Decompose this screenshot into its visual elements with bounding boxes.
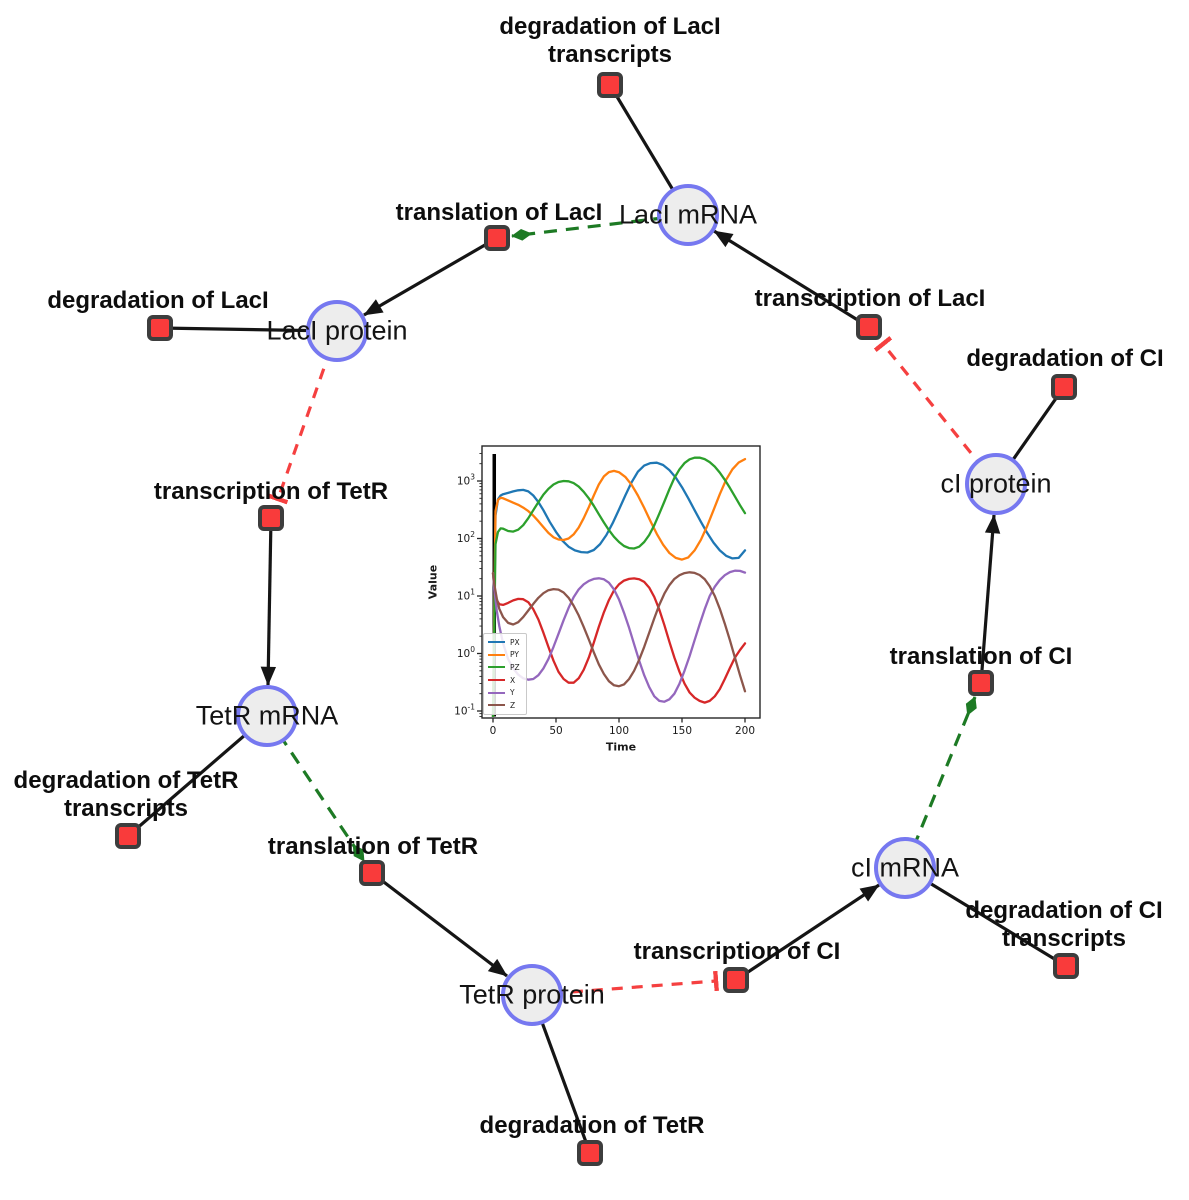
reaction-node-degradation-of-laci (147, 315, 173, 341)
x-axis-label: Time (605, 740, 637, 754)
species-node-ci-protein (965, 453, 1027, 515)
x-tick-label: 100 (609, 725, 629, 737)
legend-label-Z: Z (510, 700, 516, 710)
reaction-node-degradation-of-ci (1051, 374, 1077, 400)
reaction-label-transcription-of-laci: transcription of LacI (754, 285, 986, 312)
edge-transcription-of-ci--ci-mrna (735, 883, 880, 982)
legend-swatch-X (488, 679, 505, 682)
edge-ci-mrna--deg-ci-transcripts (904, 866, 1067, 968)
reaction-label-transcription-of-tetr: transcription of TetR (153, 478, 389, 505)
edge-transcription-of-tetr--tetr-mrna (260, 517, 277, 686)
edge-translation-of-laci--laci-protein (363, 236, 498, 317)
species-node-laci-mrna (657, 184, 719, 246)
series-PZ (491, 456, 747, 717)
species-label-laci-mrna: LacI mRNA (618, 199, 758, 230)
reaction-label-translation-of-ci: translation of CI (889, 643, 1073, 670)
reaction-label-degradation-of-ci-transcripts-line2: transcripts (1001, 925, 1127, 952)
legend-label-Y: Y (510, 688, 515, 698)
legend-entry-PY: PY (488, 649, 520, 662)
reaction-node-degradation-of-tetr-transcripts (115, 823, 141, 849)
x-tick-label: 150 (672, 725, 692, 737)
reaction-node-degradation-of-ci-transcripts (1053, 953, 1079, 979)
legend-label-PZ: PZ (510, 662, 520, 672)
y-tick-label: 103 (457, 473, 475, 488)
legend-entry-PX: PX (488, 636, 520, 649)
reaction-node-translation-of-tetr (359, 860, 385, 886)
y-tick-label: 10-1 (454, 703, 475, 718)
y-tick-label: 101 (457, 588, 475, 603)
reaction-label-degradation-of-laci-transcripts-line1: degradation of LacI (499, 13, 721, 40)
reaction-node-transcription-of-laci (856, 314, 882, 340)
legend-entry-Z: Z (488, 699, 520, 712)
plot-legend: PX PY PZ X Y Z (483, 633, 527, 715)
x-tick-label: 50 (549, 725, 562, 737)
x-tick-label: 0 (490, 725, 497, 737)
series-X (491, 571, 747, 704)
series-PX (491, 461, 747, 717)
legend-swatch-Z (488, 704, 505, 707)
reaction-label-degradation-of-laci: degradation of LacI (47, 287, 269, 314)
legend-label-X: X (510, 675, 516, 685)
reaction-node-transcription-of-ci (723, 967, 749, 993)
reaction-node-degradation-of-tetr (577, 1140, 603, 1166)
species-node-tetr-protein (501, 964, 563, 1026)
reaction-node-translation-of-laci (484, 225, 510, 251)
series-PY (491, 457, 747, 717)
legend-label-PX: PX (510, 637, 520, 647)
reaction-label-degradation-of-ci-transcripts-line1: degradation of CI (965, 897, 1163, 924)
legend-swatch-PZ (488, 666, 505, 669)
edge-translation-of-ci--ci-protein (979, 514, 1001, 684)
legend-swatch-PY (488, 653, 505, 656)
edge-transcription-of-laci--laci-mrna (713, 229, 870, 329)
reaction-node-transcription-of-tetr (258, 505, 284, 531)
series-Y (491, 569, 747, 703)
y-tick-label: 102 (457, 530, 475, 545)
species-label-tetr-protein: TetR protein (459, 979, 605, 1010)
reaction-label-translation-of-tetr: translation of TetR (267, 833, 479, 860)
reaction-node-translation-of-ci (968, 670, 994, 696)
edge-translation-of-tetr--tetr-protein (371, 871, 508, 978)
species-label-tetr-mrna: TetR mRNA (195, 700, 339, 731)
species-label-ci-mrna: cI mRNA (851, 852, 959, 883)
legend-entry-PZ: PZ (488, 661, 520, 674)
plot-frame (481, 445, 761, 719)
reaction-label-degradation-of-ci: degradation of CI (966, 345, 1164, 372)
legend-entry-Y: Y (488, 686, 520, 699)
x-tick-label: 200 (735, 725, 755, 737)
legend-swatch-Y (488, 691, 505, 694)
species-node-ci-mrna (874, 837, 936, 899)
reaction-label-degradation-of-tetr: degradation of TetR (479, 1112, 705, 1139)
reaction-label-degradation-of-tetr-transcripts-line2: transcripts (63, 795, 189, 822)
y-tick-label: 100 (457, 645, 475, 660)
reaction-label-transcription-of-ci: transcription of CI (633, 938, 841, 965)
reaction-node-degradation-of-laci-transcripts (597, 72, 623, 98)
reaction-label-degradation-of-laci-transcripts-line2: transcripts (547, 41, 673, 68)
legend-swatch-PX (488, 641, 505, 644)
y-axis-label: Value (426, 564, 440, 600)
reaction-label-degradation-of-tetr-transcripts-line1: degradation of TetR (13, 767, 239, 794)
species-node-laci-protein (306, 300, 368, 362)
legend-label-PY: PY (510, 650, 519, 660)
species-label-laci-protein: LacI protein (266, 315, 408, 346)
reaction-label-translation-of-laci: translation of LacI (395, 199, 603, 226)
series-Z (491, 571, 747, 693)
species-node-tetr-mrna (236, 685, 298, 747)
legend-entry-X: X (488, 674, 520, 687)
species-label-ci-protein: cI protein (940, 468, 1052, 499)
